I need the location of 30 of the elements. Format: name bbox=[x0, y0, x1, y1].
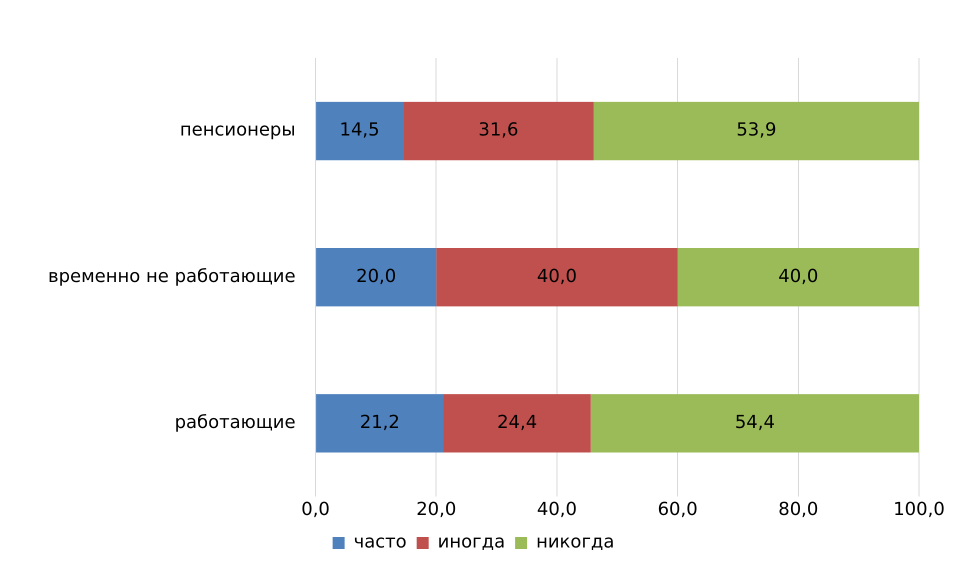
data-label: 24,4 bbox=[497, 412, 538, 434]
x-tick-label: 20,0 bbox=[416, 498, 456, 520]
x-tick-label: 80,0 bbox=[778, 498, 818, 520]
legend-label: часто bbox=[354, 532, 407, 553]
bar bbox=[436, 248, 678, 306]
legend-label: иногда bbox=[438, 532, 506, 553]
data-label: 40,0 bbox=[778, 266, 818, 287]
bar bbox=[316, 248, 436, 306]
bar bbox=[678, 248, 919, 306]
data-label: 53,9 bbox=[736, 120, 776, 141]
data-label: 40,0 bbox=[536, 266, 577, 287]
bar bbox=[403, 102, 594, 160]
bar bbox=[316, 102, 404, 160]
x-tick-label: 100,0 bbox=[893, 498, 945, 520]
data-label: 20,0 bbox=[356, 266, 396, 287]
bar bbox=[590, 394, 919, 453]
y-tick-label: пенсионеры bbox=[180, 120, 296, 141]
y-tick-label: работающие bbox=[174, 412, 296, 434]
data-label: 14,5 bbox=[340, 120, 380, 141]
bar bbox=[443, 394, 591, 453]
bar bbox=[316, 394, 444, 453]
data-label: 21,2 bbox=[360, 412, 400, 434]
legend-label: никогда bbox=[536, 532, 614, 553]
x-tick-label: 40,0 bbox=[536, 498, 577, 520]
bar bbox=[594, 102, 919, 160]
y-tick-label: временно не работающие bbox=[48, 266, 296, 287]
x-tick-label: 0,0 bbox=[301, 498, 330, 520]
data-label: 31,6 bbox=[478, 120, 518, 141]
data-label: 54,4 bbox=[734, 412, 775, 434]
x-tick-label: 60,0 bbox=[658, 498, 698, 520]
